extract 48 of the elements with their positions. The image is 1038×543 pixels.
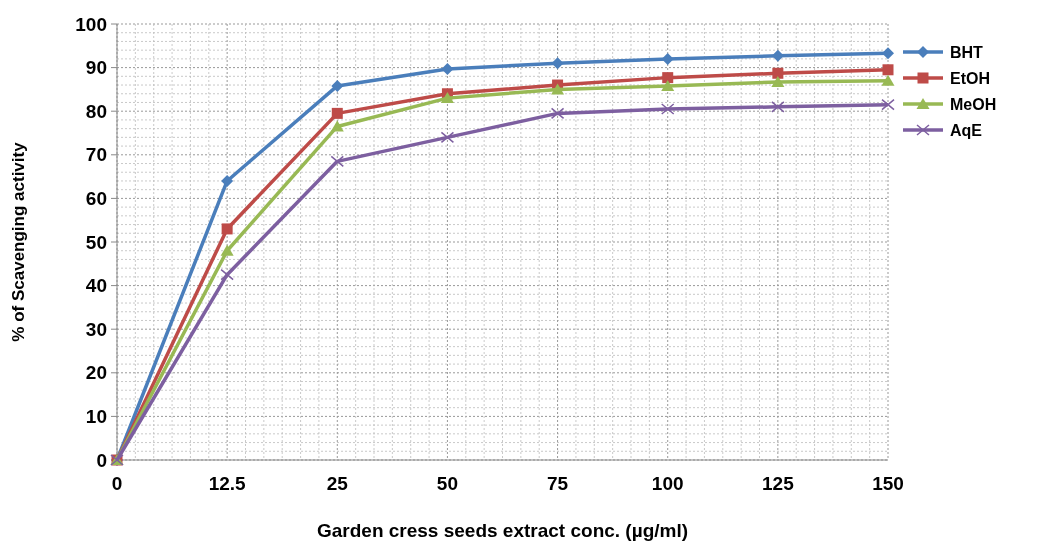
y-tick-label: 100 (75, 13, 107, 35)
point (221, 223, 233, 235)
x-tick-label: 0 (111, 473, 123, 494)
y-tick-label: 10 (85, 406, 107, 428)
point (331, 107, 343, 119)
y-axis-title: % of Scavenging activity (9, 141, 28, 342)
point (881, 98, 895, 111)
point (771, 75, 785, 87)
legend-label: BHT (950, 43, 984, 61)
x-tick-label: 75 (547, 473, 569, 494)
y-tick-label: 40 (85, 275, 107, 297)
legend-label: AqE (950, 121, 983, 139)
x-tick-label: 25 (326, 473, 349, 494)
x-axis-title: Garden cress seeds extract conc. (µg/ml) (316, 520, 689, 541)
point (771, 101, 785, 113)
point (772, 67, 784, 79)
point (662, 72, 674, 84)
point (330, 120, 344, 132)
x-tick-label: 50 (436, 473, 458, 494)
y-tick-label: 20 (85, 362, 107, 384)
y-tick-label: 50 (85, 231, 107, 253)
legend-label: EtOH (950, 69, 990, 87)
point (220, 244, 234, 256)
y-tick-label: 30 (85, 318, 107, 340)
x-tick-label: 100 (651, 473, 684, 494)
point (661, 79, 675, 91)
point (881, 74, 895, 86)
point (221, 174, 234, 187)
point (550, 107, 565, 120)
point (440, 92, 454, 104)
legend-label: MeOH (950, 95, 997, 113)
y-tick-label: 80 (85, 100, 107, 122)
point (330, 155, 345, 168)
point (441, 62, 454, 75)
x-tick-label: 150 (872, 473, 904, 494)
point (882, 47, 894, 60)
point (331, 79, 344, 92)
y-tick-label: 90 (85, 57, 107, 79)
y-tick-label: 70 (85, 144, 107, 166)
x-tick-label: 125 (762, 473, 795, 494)
point (660, 103, 675, 115)
x-tick-label: 12.5 (208, 473, 247, 494)
y-tick-label: 60 (85, 188, 107, 210)
point (551, 83, 565, 95)
y-tick-label: 0 (96, 449, 107, 471)
point (882, 64, 894, 76)
point (220, 268, 234, 281)
point (440, 131, 455, 144)
